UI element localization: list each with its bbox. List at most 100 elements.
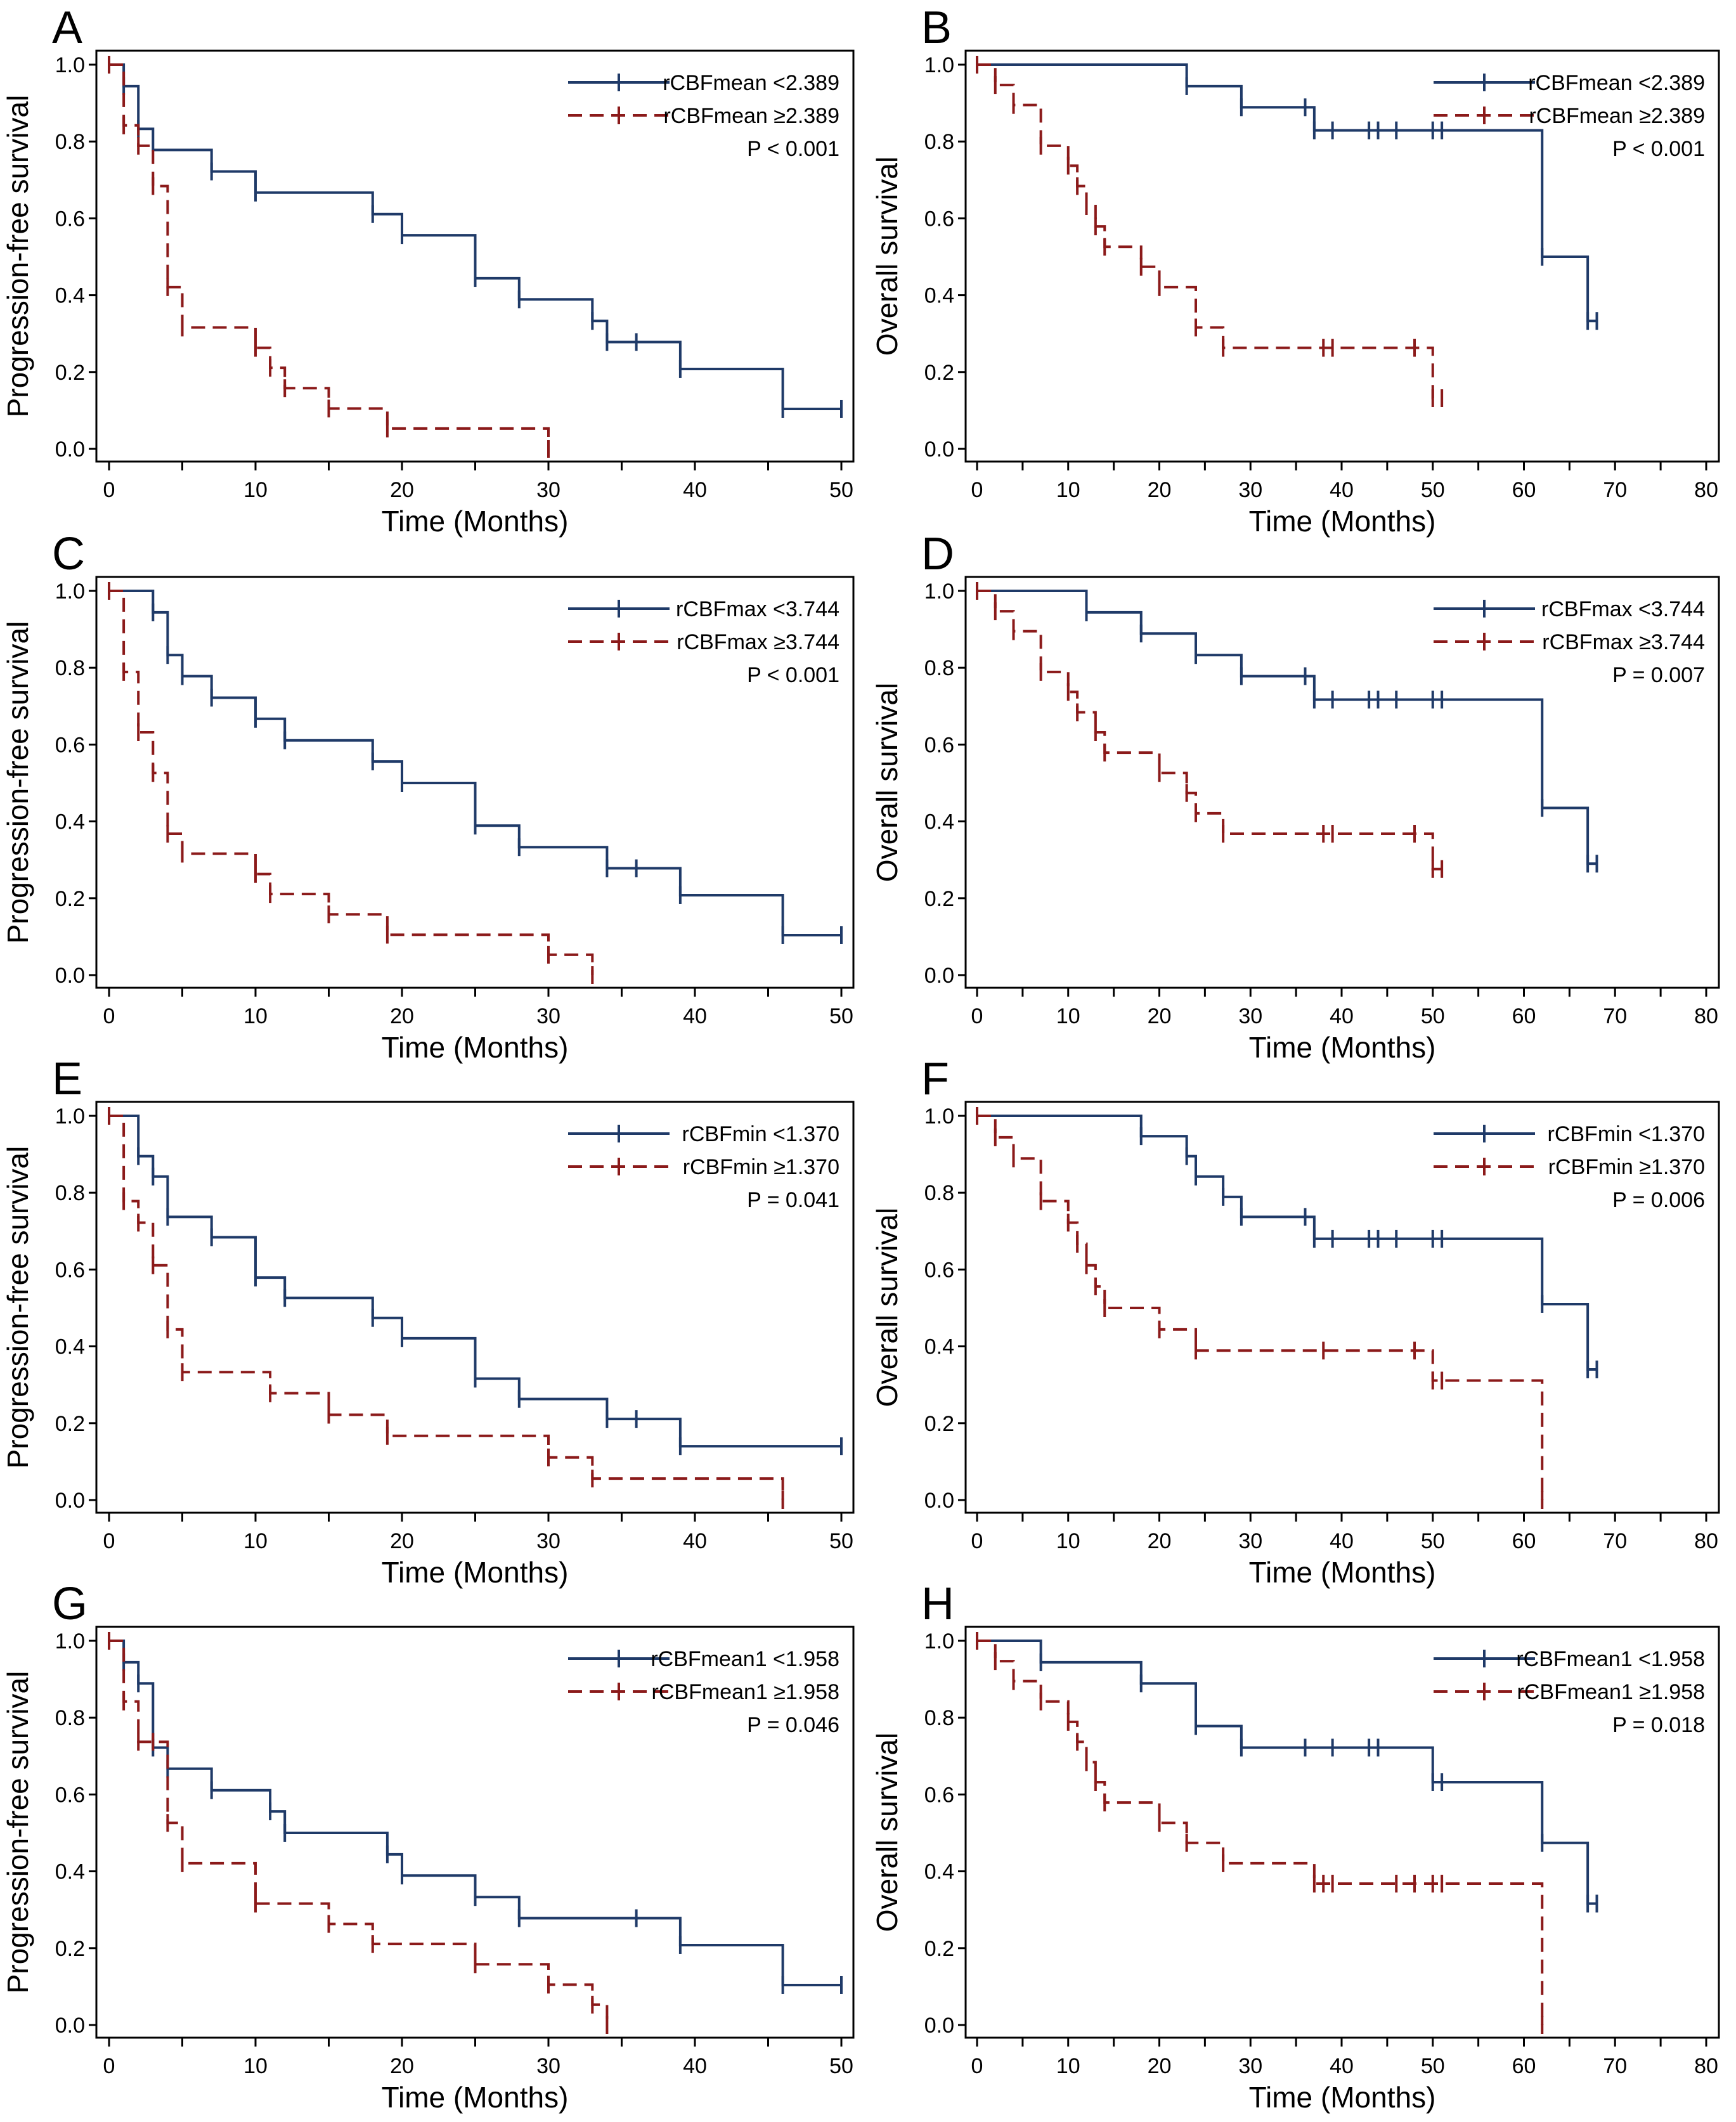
y-tick-label: 0.6	[55, 1783, 85, 1807]
y-tick-label: 0.2	[924, 361, 954, 385]
x-tick-label: 30	[536, 478, 560, 502]
x-tick-label: 80	[1694, 478, 1718, 502]
x-tick-label: 50	[1421, 1529, 1445, 1553]
x-axis-title: Time (Months)	[1249, 505, 1436, 538]
x-tick-label: 80	[1694, 1004, 1718, 1028]
y-tick-label: 0.0	[55, 2014, 85, 2038]
x-tick-label: 30	[536, 2054, 560, 2078]
y-tick-label: 0.4	[55, 1335, 85, 1359]
x-axis-title: Time (Months)	[382, 505, 569, 538]
legend-label: rCBFmean <2.389	[663, 71, 839, 95]
y-tick-label: 0.0	[924, 2014, 954, 2038]
x-tick-label: 40	[1330, 1529, 1354, 1553]
survival-curve-low	[109, 1640, 841, 1986]
x-axis-title: Time (Months)	[382, 2081, 569, 2114]
survival-curve-low	[109, 1115, 841, 1448]
x-tick-label: 80	[1694, 1529, 1718, 1553]
x-tick-label: 40	[683, 2054, 707, 2078]
panel-C: C 0.0 0.2 0.4 0.6 0.8 1.0 0 10 20 30 40 50 Time (Mont…	[1, 529, 855, 1064]
legend-label: rCBFmin <1.370	[682, 1122, 840, 1146]
y-tick-label: 0.8	[924, 1706, 954, 1730]
panel-G: G 0.0 0.2 0.4 0.6 0.8 1.0 0 10 20 30 40 50 Time (Mont…	[1, 1579, 855, 2114]
x-tick-label: 30	[536, 1529, 560, 1553]
panel-D: D 0.0 0.2 0.4 0.6 0.8 1.0 0 10 20 30 40 50 60 70 80 Time…	[871, 529, 1720, 1064]
x-tick-label: 40	[683, 1529, 707, 1553]
x-tick-label: 70	[1603, 1529, 1627, 1553]
x-tick-label: 60	[1512, 1529, 1536, 1553]
y-tick-label: 1.0	[924, 579, 954, 604]
x-tick-label: 30	[1238, 1004, 1262, 1028]
survival-curve-low	[977, 590, 1597, 865]
x-tick-label: 60	[1512, 2054, 1536, 2078]
x-tick-label: 20	[1148, 1004, 1172, 1028]
x-tick-label: 50	[829, 1529, 853, 1553]
y-tick-label: 0.8	[55, 130, 85, 154]
legend-label: rCBFmax ≥3.744	[677, 630, 839, 654]
y-axis-title: Progression-free survival	[1, 1146, 34, 1469]
panel-letter: E	[52, 1054, 82, 1104]
x-tick-label: 40	[1330, 1004, 1354, 1028]
panel-letter: G	[52, 1579, 87, 1629]
x-tick-label: 0	[103, 1004, 115, 1028]
survival-curve-high	[109, 590, 594, 975]
x-tick-label: 0	[971, 478, 983, 502]
x-tick-label: 20	[1148, 478, 1172, 502]
x-tick-label: 0	[971, 2054, 983, 2078]
x-tick-label: 40	[1330, 478, 1354, 502]
p-value-label: P = 0.046	[747, 1713, 839, 1737]
x-axis-title: Time (Months)	[382, 1031, 569, 1064]
y-tick-label: 0.0	[55, 964, 85, 988]
x-tick-label: 70	[1603, 478, 1627, 502]
y-tick-label: 0.0	[924, 964, 954, 988]
x-tick-label: 0	[103, 1529, 115, 1553]
panel-H: H 0.0 0.2 0.4 0.6 0.8 1.0 0 10 20 30 40 50 60 70 80 Time…	[871, 1579, 1720, 2114]
x-tick-label: 10	[243, 2054, 268, 2078]
x-tick-label: 10	[243, 1529, 268, 1553]
legend-label: rCBFmean ≥2.389	[663, 104, 839, 128]
y-tick-label: 0.6	[55, 1258, 85, 1282]
y-tick-label: 1.0	[55, 1104, 85, 1129]
y-tick-label: 1.0	[924, 1104, 954, 1129]
x-tick-label: 20	[390, 1004, 414, 1028]
survival-curve-high	[977, 590, 1442, 870]
x-tick-label: 20	[390, 2054, 414, 2078]
p-value-label: P < 0.001	[747, 137, 839, 161]
x-tick-label: 30	[536, 1004, 560, 1028]
panel-letter: A	[52, 3, 82, 53]
y-tick-label: 1.0	[55, 579, 85, 604]
y-tick-label: 0.2	[55, 1412, 85, 1436]
x-tick-label: 60	[1512, 478, 1536, 502]
x-tick-label: 10	[1056, 2054, 1080, 2078]
y-axis-title: Overall survival	[871, 1733, 904, 1932]
survival-curve-low	[977, 1115, 1597, 1371]
y-tick-label: 0.4	[924, 284, 954, 308]
survival-curve-low	[977, 63, 1597, 323]
legend-label: rCBFmax ≥3.744	[1542, 630, 1705, 654]
y-axis-title: Overall survival	[871, 683, 904, 882]
legend-label: rCBFmean1 <1.958	[651, 1647, 839, 1671]
panel-B: B 0.0 0.2 0.4 0.6 0.8 1.0 0 10 20 30 40 50 60 70 80 Time…	[871, 3, 1720, 538]
survival-curve-high	[977, 63, 1442, 400]
panel-letter: C	[52, 529, 85, 579]
y-tick-label: 1.0	[924, 1629, 954, 1653]
y-tick-label: 0.4	[924, 810, 954, 834]
y-tick-label: 0.4	[924, 1860, 954, 1884]
y-tick-label: 0.0	[924, 437, 954, 462]
x-tick-label: 40	[1330, 2054, 1354, 2078]
y-tick-label: 0.8	[55, 1706, 85, 1730]
x-tick-label: 10	[243, 1004, 268, 1028]
y-axis-title: Overall survival	[871, 157, 904, 356]
x-tick-label: 10	[243, 478, 268, 502]
p-value-label: P = 0.006	[1612, 1188, 1705, 1212]
y-tick-label: 0.6	[55, 207, 85, 231]
panel-letter: F	[921, 1054, 949, 1104]
x-tick-label: 40	[683, 1004, 707, 1028]
x-tick-label: 70	[1603, 1004, 1627, 1028]
x-axis-title: Time (Months)	[1249, 2081, 1436, 2114]
y-tick-label: 0.2	[924, 1412, 954, 1436]
x-tick-label: 20	[1148, 1529, 1172, 1553]
legend-label: rCBFmean1 ≥1.958	[1517, 1680, 1705, 1704]
y-tick-label: 0.4	[924, 1335, 954, 1359]
panel-F: F 0.0 0.2 0.4 0.6 0.8 1.0 0 10 20 30 40 50 60 70 80 Time…	[871, 1054, 1720, 1589]
